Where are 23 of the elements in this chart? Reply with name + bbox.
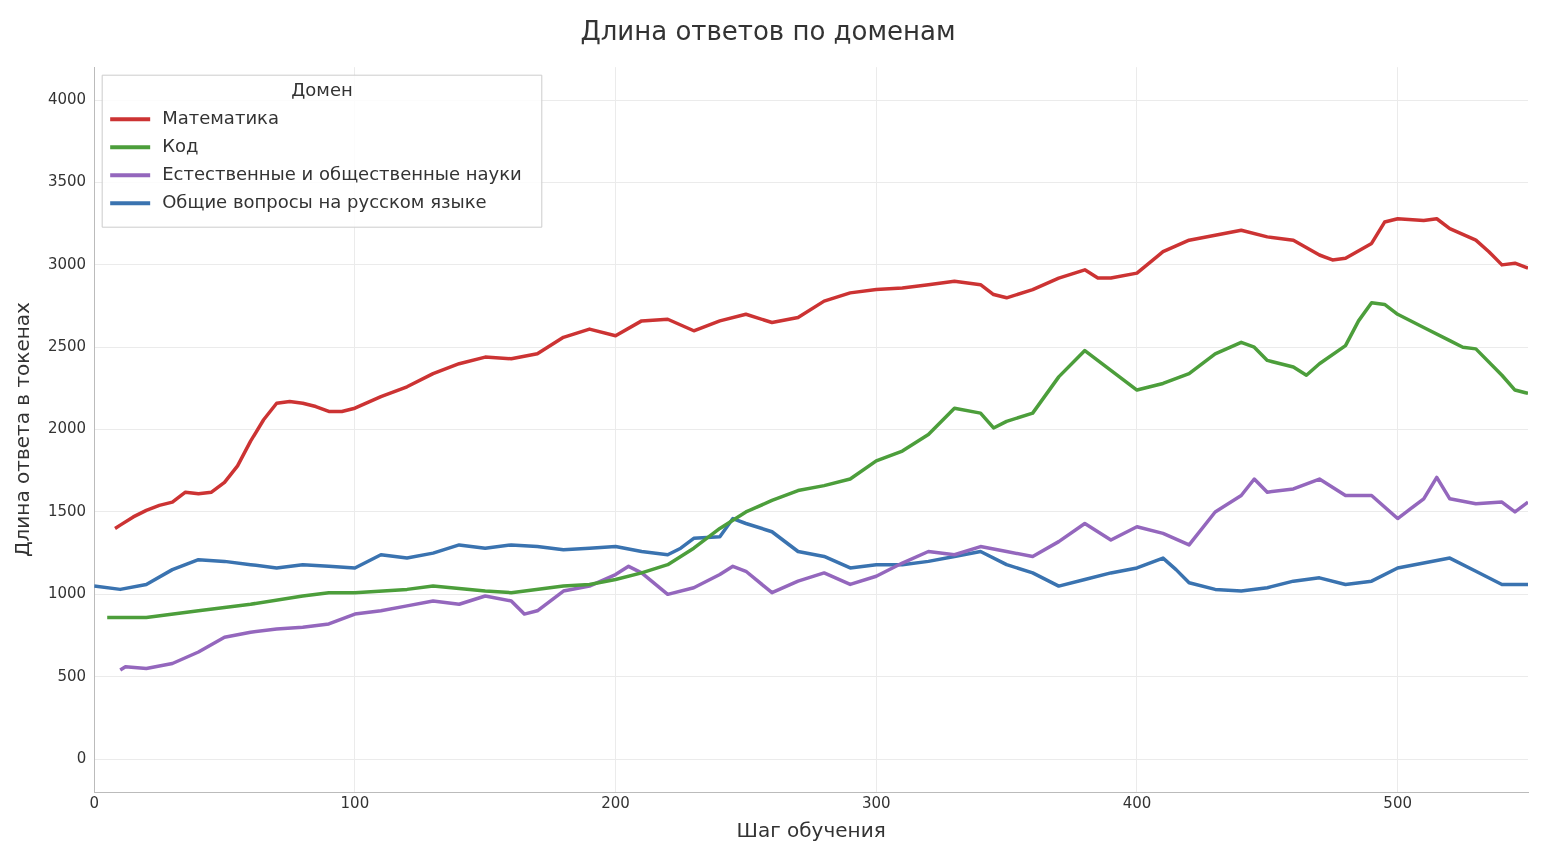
x-tick-label: 400 [1122,793,1152,812]
x-tick-label: 200 [601,793,630,812]
y-tick-label: 2000 [47,419,87,438]
y-tick-label: 3000 [47,254,87,273]
x-axis-title: Шаг обучения [736,818,886,843]
x-tick-label: 300 [861,793,891,812]
legend-label: Общие вопросы на русском языке [162,190,487,212]
y-tick-label: 0 [76,748,87,767]
y-tick-label: 3500 [47,172,87,191]
y-tick-label: 2500 [47,337,87,356]
y-tick-label: 1000 [47,584,87,603]
y-tick-label: 500 [57,666,87,685]
legend-label: Естественные и общественные науки [162,162,522,184]
legend-label: Код [162,134,199,156]
y-tick-label: 1500 [47,501,87,520]
y-tick-label: 4000 [47,90,87,109]
x-tick-label: 500 [1383,793,1412,812]
x-tick-label: 0 [89,793,99,812]
legend-label: Математика [162,106,279,128]
y-axis-title: Длина ответа в токенах [10,301,35,558]
chart-title: Длина ответов по доменам [580,16,956,47]
x-tick-label: 100 [340,793,370,812]
legend-title: Домен [291,78,353,100]
